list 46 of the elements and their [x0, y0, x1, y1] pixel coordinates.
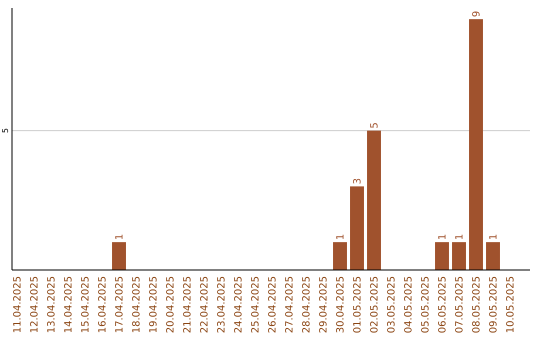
bar — [112, 242, 126, 270]
x-tick-label: 14.04.2025 — [64, 276, 74, 334]
data-label: 1 — [488, 234, 500, 240]
bar — [350, 186, 364, 270]
x-tick-label: 06.05.2025 — [438, 276, 448, 334]
x-tick-label: 13.04.2025 — [46, 276, 58, 334]
x-tick-label: 29.04.2025 — [318, 276, 330, 334]
bar — [435, 242, 449, 270]
bar — [469, 19, 483, 270]
x-tick-label: 02.05.2025 — [370, 276, 380, 334]
x-tick-label: 27.04.2025 — [284, 276, 296, 334]
x-tick-label: 17.04.2025 — [114, 276, 126, 334]
x-tick-label: 24.04.2025 — [234, 276, 244, 334]
x-tick-label: 16.04.2025 — [98, 276, 108, 334]
bar — [333, 242, 347, 270]
x-tick-label: 10.05.2025 — [506, 276, 516, 334]
bar — [367, 130, 381, 270]
x-tick-label: 25.04.2025 — [250, 276, 262, 334]
bar — [452, 242, 466, 270]
x-tick-label: 26.04.2025 — [268, 276, 278, 334]
x-tick-label: 04.05.2025 — [404, 276, 414, 334]
data-label: 1 — [114, 234, 126, 240]
data-label: 1 — [336, 234, 346, 240]
data-label: 1 — [438, 234, 448, 240]
data-label: 1 — [454, 234, 466, 240]
x-tick-label: 11.04.2025 — [12, 276, 24, 334]
x-tick-label: 28.04.2025 — [302, 276, 312, 334]
x-tick-label: 19.04.2025 — [148, 276, 160, 334]
x-tick-label: 09.05.2025 — [488, 276, 500, 334]
data-label: 3 — [352, 178, 364, 184]
data-label: 5 — [370, 122, 380, 129]
x-tick-label: 23.04.2025 — [216, 276, 228, 334]
data-label: 9 — [472, 10, 482, 18]
x-tick-label: 01.05.2025 — [352, 276, 364, 334]
x-tick-label: 20.04.2025 — [166, 276, 176, 334]
x-tick-label: 12.04.2025 — [30, 276, 40, 334]
x-tick-label: 15.04.2025 — [80, 276, 92, 334]
x-tick-label: 05.05.2025 — [420, 276, 432, 334]
x-tick-label: 07.05.2025 — [454, 276, 466, 334]
x-tick-label: 21.04.2025 — [182, 276, 194, 334]
x-tick-label: 22.04.2025 — [200, 276, 210, 334]
x-tick-label: 30.04.2025 — [336, 276, 346, 334]
x-tick-label: 08.05.2025 — [472, 276, 482, 334]
x-tick-label: 03.05.2025 — [386, 276, 398, 334]
bar — [486, 242, 500, 270]
x-tick-label: 18.04.2025 — [132, 276, 142, 334]
